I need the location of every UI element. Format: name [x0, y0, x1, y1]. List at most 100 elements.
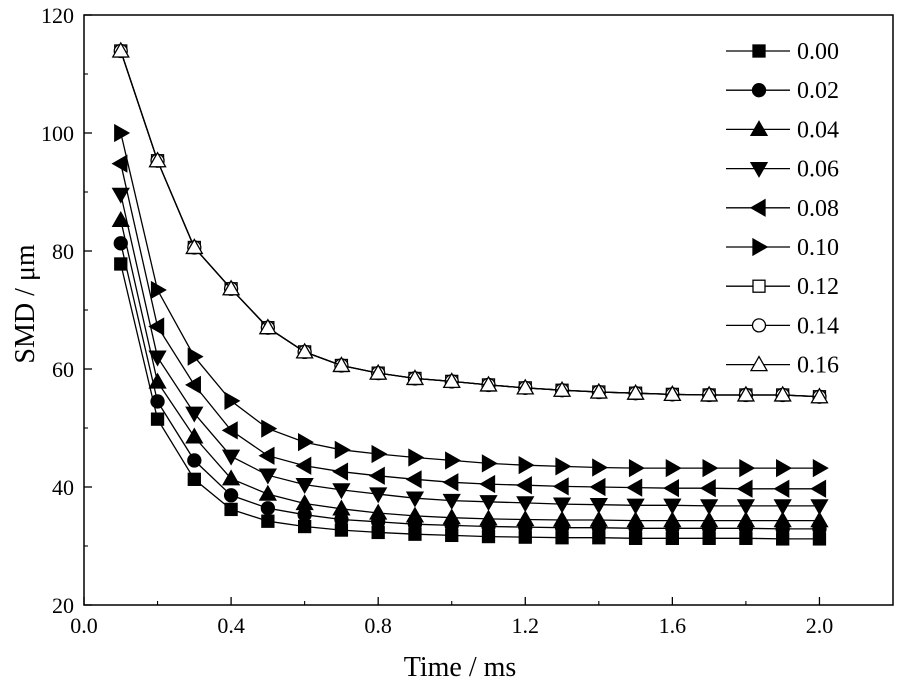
data-point	[773, 499, 792, 516]
legend-item: 0.16	[726, 353, 839, 379]
series-0.00	[114, 257, 827, 546]
data-point	[516, 496, 535, 513]
data-point	[221, 449, 241, 466]
data-point	[148, 317, 165, 336]
data-point	[663, 385, 682, 402]
data-point	[332, 483, 351, 500]
data-point	[479, 375, 498, 392]
data-point	[810, 499, 829, 516]
data-point	[224, 502, 238, 517]
legend: 0.00 0.02 0.04 0.06 0.08 0.10 0.12 0.14 0.16	[726, 39, 839, 379]
data-point	[810, 479, 827, 498]
data-point	[368, 466, 385, 485]
data-point	[479, 509, 498, 526]
data-point	[332, 499, 351, 516]
data-point	[113, 236, 128, 251]
data-point	[810, 511, 829, 528]
data-point	[626, 478, 643, 497]
data-point	[773, 511, 792, 528]
data-point	[665, 458, 682, 478]
data-point	[626, 383, 645, 400]
series-0.08	[111, 154, 827, 498]
data-point	[295, 494, 314, 511]
data-point	[736, 511, 756, 528]
data-point	[518, 456, 535, 475]
legend-item: 0.04	[726, 117, 839, 143]
y-tick-label: 120	[41, 3, 74, 28]
y-tick-label: 20	[52, 593, 74, 618]
data-point	[260, 501, 276, 516]
data-point	[111, 154, 128, 173]
data-point	[114, 123, 131, 143]
data-point	[773, 479, 790, 498]
data-point	[185, 238, 204, 255]
data-point	[700, 385, 719, 402]
data-point	[258, 484, 277, 501]
data-point	[297, 507, 312, 522]
data-point	[592, 458, 609, 477]
y-tick-label: 40	[52, 475, 74, 500]
series-line	[120, 50, 820, 398]
y-tick-label: 60	[52, 357, 74, 382]
data-point	[442, 508, 461, 525]
data-point	[223, 488, 239, 503]
x-tick-label: 2.0	[806, 613, 834, 638]
y-tick-label: 100	[41, 121, 74, 146]
legend-item: 0.08	[726, 196, 839, 222]
data-point	[552, 380, 572, 397]
x-tick-label: 0.0	[70, 613, 98, 638]
data-point	[628, 458, 645, 478]
data-point	[776, 458, 792, 478]
axes: 0.0 0.4 0.8 1.2 1.6 2.0 20 40 60 80 100 120	[41, 3, 894, 638]
data-point	[150, 412, 165, 426]
data-point	[736, 499, 756, 516]
data-point	[405, 491, 425, 508]
data-point	[258, 446, 275, 465]
data-point	[369, 363, 388, 380]
data-point	[626, 511, 645, 528]
data-point	[736, 479, 753, 498]
series-group	[111, 41, 829, 546]
legend-label: 0.02	[797, 78, 839, 104]
data-point	[516, 510, 535, 527]
legend-label: 0.08	[797, 196, 839, 222]
data-point	[589, 510, 608, 527]
data-point	[405, 470, 422, 489]
data-point	[185, 375, 201, 395]
data-point	[552, 477, 569, 496]
data-point	[295, 477, 314, 494]
series-0.04	[111, 211, 829, 528]
data-point	[258, 468, 277, 485]
series-line	[120, 194, 820, 507]
data-point	[297, 519, 312, 534]
data-point	[150, 394, 165, 409]
series-line	[120, 163, 820, 490]
data-point	[150, 280, 167, 300]
data-point	[702, 458, 719, 478]
data-point	[479, 495, 498, 512]
data-point	[589, 477, 606, 497]
legend-item: 0.02	[726, 78, 839, 104]
legend-label: 0.10	[797, 235, 839, 261]
data-point	[297, 433, 314, 452]
legend-label: 0.16	[797, 353, 839, 379]
x-tick-label: 1.6	[659, 613, 687, 638]
data-point	[111, 187, 130, 204]
data-point	[552, 497, 572, 514]
data-point	[114, 257, 128, 271]
series-0.06	[111, 187, 829, 516]
legend-marker	[752, 279, 766, 293]
data-point	[442, 493, 461, 510]
data-point	[552, 510, 572, 527]
x-axis-title: Time / ms	[404, 652, 517, 683]
legend-item: 0.10	[726, 235, 839, 261]
legend-item: 0.14	[726, 313, 839, 339]
data-point	[405, 369, 425, 386]
data-point	[371, 444, 388, 464]
data-point	[148, 350, 167, 367]
data-point	[555, 457, 572, 476]
data-point	[663, 479, 680, 498]
data-point	[442, 372, 461, 389]
data-point	[739, 458, 756, 478]
